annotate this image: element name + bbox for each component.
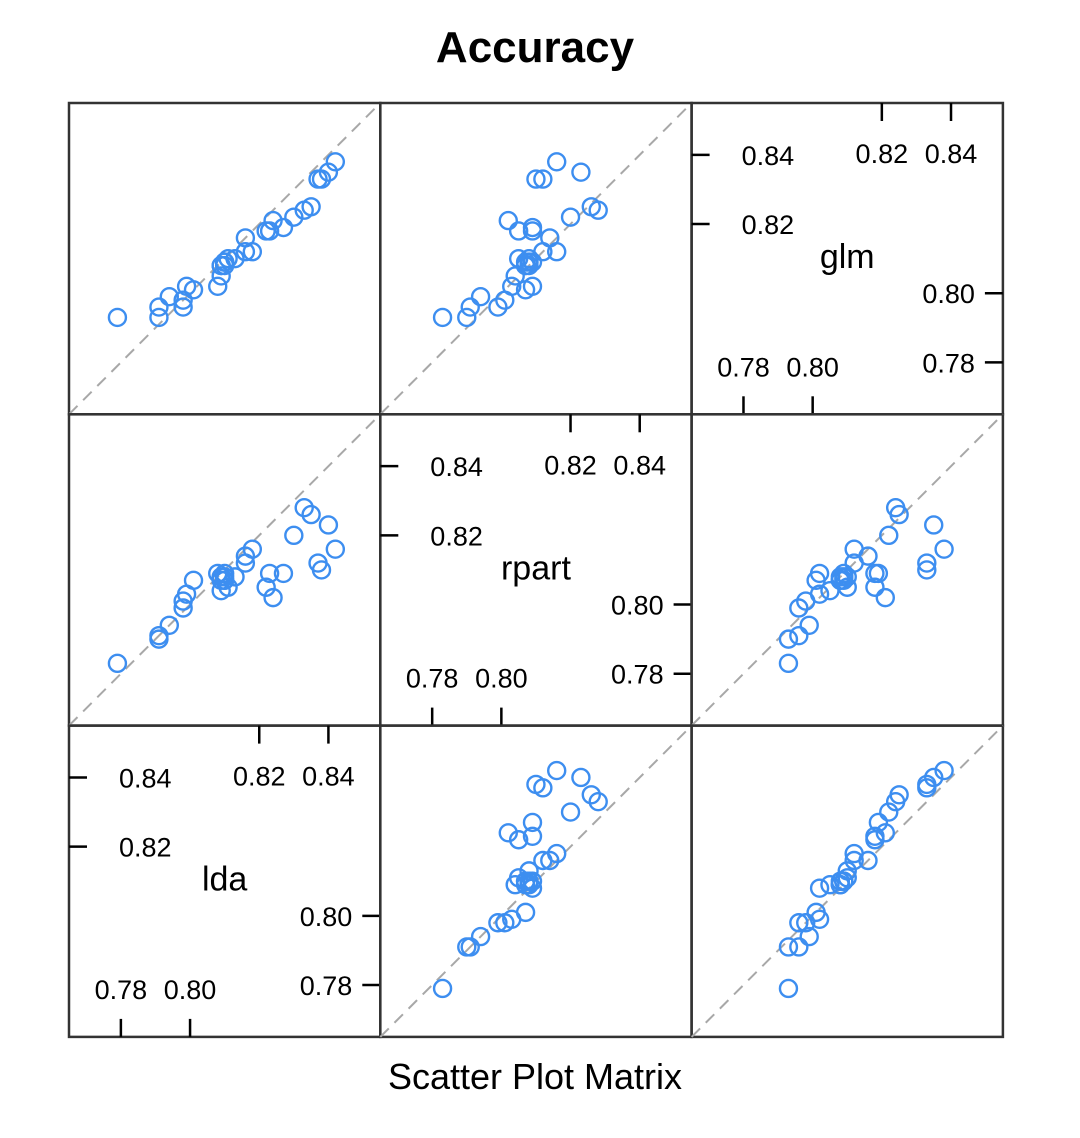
data-point bbox=[811, 880, 828, 897]
tick-label-top-0.84: 0.84 bbox=[925, 139, 978, 169]
data-point bbox=[877, 589, 894, 606]
data-point bbox=[489, 299, 506, 316]
tick-label-right-0.78: 0.78 bbox=[611, 660, 664, 690]
data-point bbox=[434, 980, 451, 997]
data-point bbox=[780, 631, 797, 648]
panel-rpart-vs-lda bbox=[69, 414, 380, 725]
data-point bbox=[548, 153, 565, 170]
tick-label-left-0.84: 0.84 bbox=[742, 141, 795, 171]
data-point bbox=[458, 309, 475, 326]
tick-label-bottom-0.80: 0.80 bbox=[164, 975, 217, 1005]
panel-rpart-vs-rpart: rpart 0.82 0.82 0.84 0.84 0.78 0.78 0.80 0.80 bbox=[380, 414, 691, 725]
tick-label-bottom-0.78: 0.78 bbox=[717, 352, 770, 382]
data-point bbox=[517, 904, 534, 921]
chart-title: Accuracy bbox=[436, 23, 635, 72]
data-point bbox=[109, 655, 126, 672]
panel-glm-vs-rpart bbox=[380, 103, 691, 414]
tick-label-top-0.82: 0.82 bbox=[233, 762, 286, 792]
tick-label-left-0.82: 0.82 bbox=[742, 210, 795, 240]
data-point bbox=[462, 299, 479, 316]
data-point bbox=[109, 309, 126, 326]
data-point bbox=[572, 769, 589, 786]
panel-glm-vs-lda bbox=[69, 103, 380, 414]
data-point bbox=[472, 288, 489, 305]
tick-label-right-0.80: 0.80 bbox=[611, 591, 664, 621]
panel-lda-vs-glm bbox=[692, 726, 1003, 1037]
data-point bbox=[780, 980, 797, 997]
panel-lda-vs-lda: lda 0.82 0.82 0.84 0.84 0.78 0.78 0.80 0.80 bbox=[69, 726, 380, 1037]
variable-label-lda: lda bbox=[202, 861, 247, 899]
data-point bbox=[185, 572, 202, 589]
data-point bbox=[209, 278, 226, 295]
data-point bbox=[801, 617, 818, 634]
data-point bbox=[303, 506, 320, 523]
tick-label-left-0.82: 0.82 bbox=[430, 521, 483, 551]
tick-label-bottom-0.78: 0.78 bbox=[406, 664, 459, 694]
data-point bbox=[562, 804, 579, 821]
panel-grid: glm0.820.820.840.840.78 0.780.800.80rpart… bbox=[69, 103, 1003, 1037]
tick-label-left-0.82: 0.82 bbox=[119, 833, 172, 863]
tick-label-left-0.84: 0.84 bbox=[430, 452, 483, 482]
tick-label-bottom-0.80: 0.80 bbox=[475, 664, 528, 694]
data-point bbox=[320, 516, 337, 533]
tick-label-right-0.80: 0.80 bbox=[300, 902, 353, 932]
tick-label-right-0.78: 0.78 bbox=[300, 971, 353, 1001]
data-point bbox=[150, 299, 167, 316]
tick-label-bottom-0.78: 0.78 bbox=[95, 975, 148, 1005]
tick-label-right-0.80: 0.80 bbox=[922, 279, 975, 309]
tick-label-top-0.82: 0.82 bbox=[544, 450, 597, 480]
data-point bbox=[790, 938, 807, 955]
tick-label-top-0.82: 0.82 bbox=[856, 139, 909, 169]
data-point bbox=[327, 541, 344, 558]
data-point bbox=[936, 541, 953, 558]
data-point bbox=[285, 527, 302, 544]
variable-label-rpart: rpart bbox=[501, 549, 571, 587]
data-point bbox=[780, 655, 797, 672]
panel-glm-vs-glm: glm 0.82 0.82 0.84 0.84 0.78 0.78 0.80 0.80 bbox=[692, 103, 1003, 414]
x-axis-label: Scatter Plot Matrix bbox=[388, 1056, 682, 1097]
tick-label-top-0.84: 0.84 bbox=[613, 450, 666, 480]
data-point bbox=[434, 309, 451, 326]
panel-rpart-vs-glm bbox=[692, 414, 1003, 725]
data-point bbox=[790, 599, 807, 616]
variable-label-glm: glm bbox=[820, 238, 875, 276]
data-point bbox=[500, 212, 517, 229]
tick-label-right-0.78: 0.78 bbox=[922, 348, 975, 378]
tick-label-top-0.84: 0.84 bbox=[302, 762, 355, 792]
data-point bbox=[590, 793, 607, 810]
data-point bbox=[572, 164, 589, 181]
data-point bbox=[583, 786, 600, 803]
data-point bbox=[296, 499, 313, 516]
panel-lda-vs-rpart bbox=[380, 726, 691, 1037]
data-point bbox=[925, 516, 942, 533]
data-point bbox=[790, 627, 807, 644]
tick-label-bottom-0.80: 0.80 bbox=[786, 352, 839, 382]
data-point bbox=[548, 762, 565, 779]
tick-label-left-0.84: 0.84 bbox=[119, 763, 172, 793]
